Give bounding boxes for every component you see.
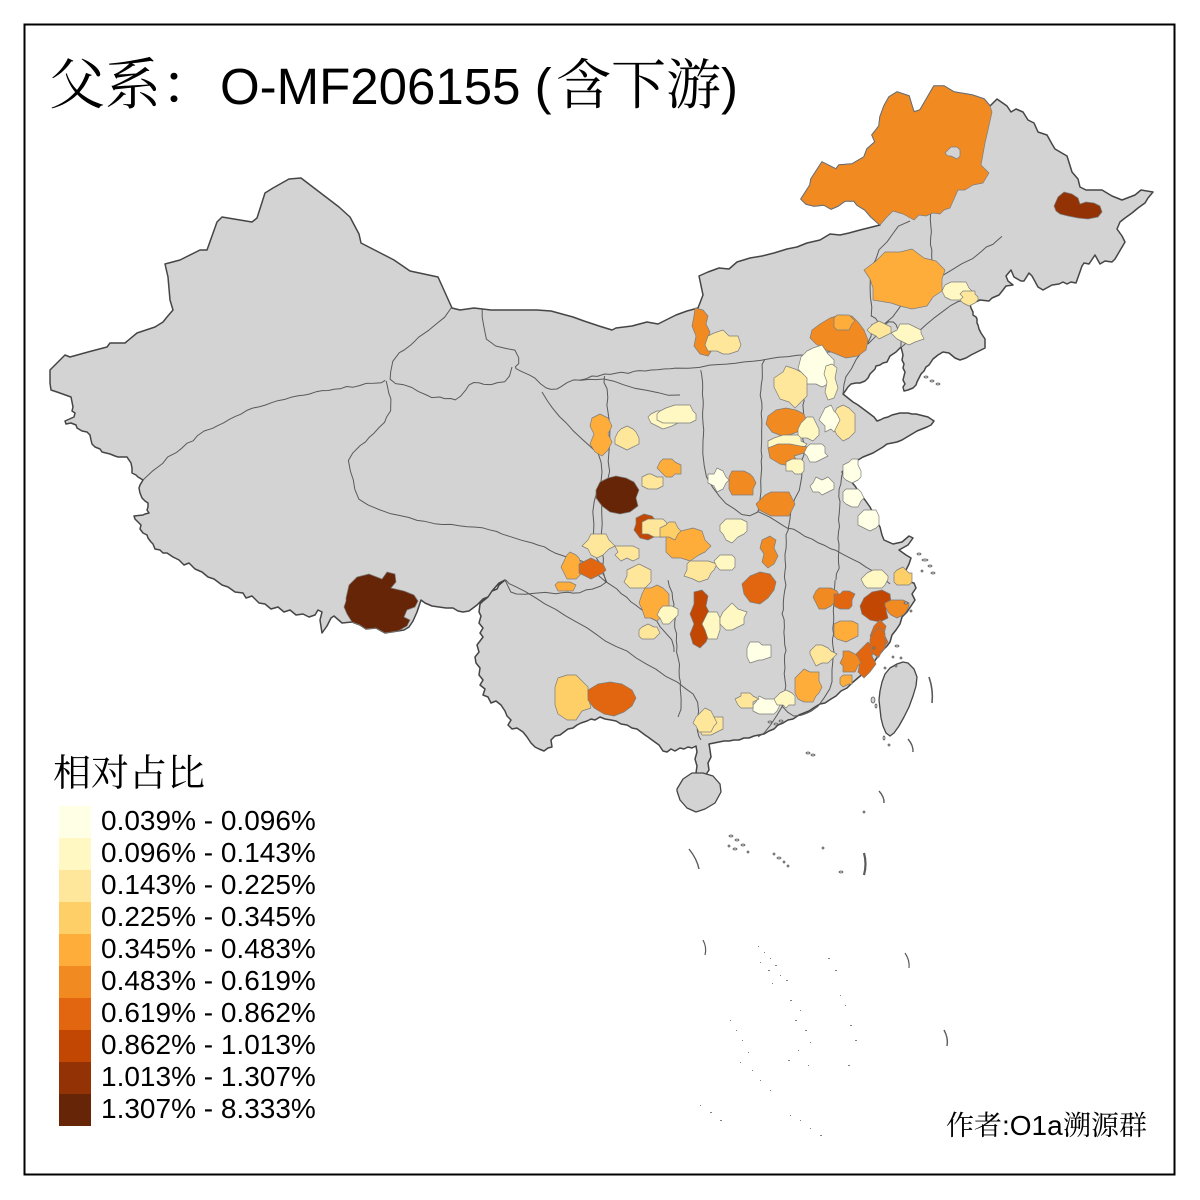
svg-text:O-MF206155 (: O-MF206155 ( <box>220 58 552 115</box>
svg-text:0.483% - 0.619%: 0.483% - 0.619% <box>101 965 316 996</box>
svg-text:0.039% - 0.096%: 0.039% - 0.096% <box>101 805 316 836</box>
svg-text:0.619% - 0.862%: 0.619% - 0.862% <box>101 997 316 1028</box>
svg-text:0.143% - 0.225%: 0.143% - 0.225% <box>101 869 316 900</box>
svg-text:): ) <box>721 58 738 115</box>
svg-text:1.013% - 1.307%: 1.013% - 1.307% <box>101 1061 316 1092</box>
svg-text:0.225% - 0.345%: 0.225% - 0.345% <box>101 901 316 932</box>
svg-text:1.307% - 8.333%: 1.307% - 8.333% <box>101 1093 316 1124</box>
svg-text:0.096% - 0.143%: 0.096% - 0.143% <box>101 837 316 868</box>
svg-text::O1a: :O1a <box>1002 1110 1063 1141</box>
svg-text:0.345% - 0.483%: 0.345% - 0.483% <box>101 933 316 964</box>
svg-text:0.862% - 1.013%: 0.862% - 1.013% <box>101 1029 316 1060</box>
